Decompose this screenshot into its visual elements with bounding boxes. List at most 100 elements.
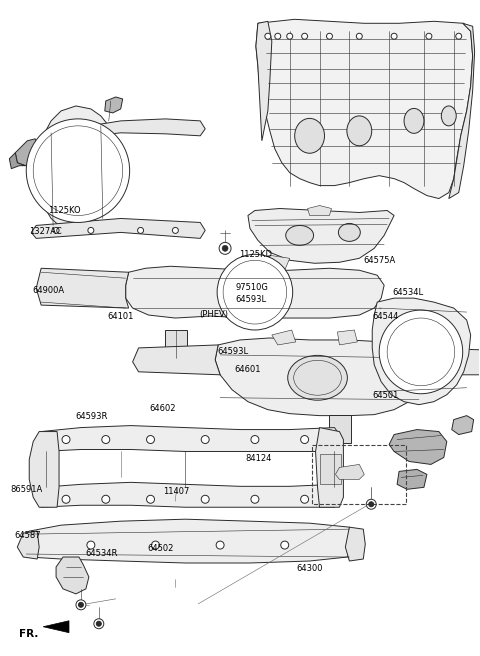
Polygon shape — [315, 428, 343, 507]
Ellipse shape — [347, 116, 372, 146]
Text: 64575A: 64575A — [363, 256, 396, 264]
Circle shape — [152, 541, 159, 549]
Circle shape — [301, 33, 308, 39]
Circle shape — [456, 33, 462, 39]
Text: 64534L: 64534L — [393, 288, 424, 297]
Circle shape — [62, 495, 70, 503]
Text: 64101: 64101 — [108, 312, 134, 321]
Circle shape — [219, 242, 231, 255]
Circle shape — [146, 495, 155, 503]
Text: 97510G: 97510G — [235, 283, 268, 292]
Ellipse shape — [286, 226, 313, 245]
Polygon shape — [43, 621, 69, 632]
Bar — [329, 415, 351, 443]
Text: 1125KD: 1125KD — [239, 251, 272, 259]
Ellipse shape — [295, 118, 324, 154]
Text: 64544: 64544 — [372, 312, 399, 321]
Polygon shape — [56, 557, 89, 594]
Polygon shape — [308, 205, 332, 215]
Polygon shape — [132, 345, 220, 375]
Polygon shape — [39, 106, 116, 228]
Ellipse shape — [441, 106, 456, 126]
Circle shape — [102, 495, 110, 503]
Text: 64593L: 64593L — [235, 295, 266, 304]
Polygon shape — [37, 482, 339, 507]
Circle shape — [275, 33, 281, 39]
Polygon shape — [105, 97, 123, 113]
Polygon shape — [9, 153, 25, 169]
Polygon shape — [31, 218, 205, 238]
Text: 64534R: 64534R — [85, 549, 117, 558]
Text: (PHEV): (PHEV) — [199, 310, 228, 319]
Circle shape — [62, 436, 70, 443]
Circle shape — [326, 33, 333, 39]
Polygon shape — [215, 338, 421, 416]
Polygon shape — [17, 531, 39, 559]
Polygon shape — [248, 209, 394, 263]
Polygon shape — [346, 527, 365, 561]
Circle shape — [287, 33, 293, 39]
Polygon shape — [397, 470, 427, 489]
Polygon shape — [417, 348, 480, 375]
Circle shape — [146, 436, 155, 443]
Text: 64602: 64602 — [149, 405, 176, 413]
Polygon shape — [336, 464, 364, 480]
Circle shape — [96, 621, 101, 626]
Circle shape — [78, 602, 84, 607]
Polygon shape — [126, 266, 384, 318]
Polygon shape — [23, 519, 355, 563]
Circle shape — [265, 33, 271, 39]
Bar — [320, 455, 341, 484]
Circle shape — [216, 541, 224, 549]
Text: FR.: FR. — [19, 628, 39, 639]
Circle shape — [53, 228, 59, 234]
Circle shape — [356, 33, 362, 39]
Polygon shape — [29, 432, 59, 507]
Circle shape — [369, 502, 374, 506]
Circle shape — [94, 619, 104, 628]
Text: 86591A: 86591A — [10, 485, 42, 495]
Polygon shape — [256, 21, 272, 141]
Circle shape — [201, 436, 209, 443]
Text: 64593L: 64593L — [217, 347, 248, 356]
Polygon shape — [36, 268, 129, 308]
Circle shape — [251, 495, 259, 503]
Ellipse shape — [404, 108, 424, 133]
Circle shape — [87, 541, 95, 549]
Text: 1327AC: 1327AC — [29, 227, 62, 236]
Polygon shape — [452, 416, 474, 434]
Polygon shape — [372, 298, 471, 405]
Ellipse shape — [338, 224, 360, 241]
Polygon shape — [272, 330, 296, 345]
Circle shape — [300, 436, 309, 443]
Polygon shape — [337, 330, 357, 345]
Text: 11407: 11407 — [163, 487, 189, 497]
Text: 1125KO: 1125KO — [48, 206, 81, 215]
Text: 64601: 64601 — [234, 365, 261, 375]
Circle shape — [217, 255, 293, 330]
Polygon shape — [37, 426, 339, 451]
Polygon shape — [15, 139, 37, 166]
Circle shape — [300, 495, 309, 503]
Circle shape — [26, 119, 130, 222]
Circle shape — [426, 33, 432, 39]
Text: 64300: 64300 — [296, 564, 323, 573]
Circle shape — [366, 499, 376, 509]
Text: 64587: 64587 — [15, 531, 41, 541]
Circle shape — [222, 245, 228, 251]
Polygon shape — [389, 430, 447, 464]
Circle shape — [391, 33, 397, 39]
Circle shape — [76, 600, 86, 610]
Circle shape — [201, 495, 209, 503]
Circle shape — [102, 436, 110, 443]
Polygon shape — [449, 24, 475, 199]
Circle shape — [138, 228, 144, 234]
Circle shape — [88, 228, 94, 234]
Bar — [61, 186, 76, 203]
Circle shape — [251, 436, 259, 443]
Text: 64593R: 64593R — [75, 412, 108, 420]
Text: 64900A: 64900A — [33, 285, 64, 295]
Circle shape — [172, 228, 179, 234]
Ellipse shape — [288, 356, 348, 400]
Text: 84124: 84124 — [246, 454, 272, 463]
